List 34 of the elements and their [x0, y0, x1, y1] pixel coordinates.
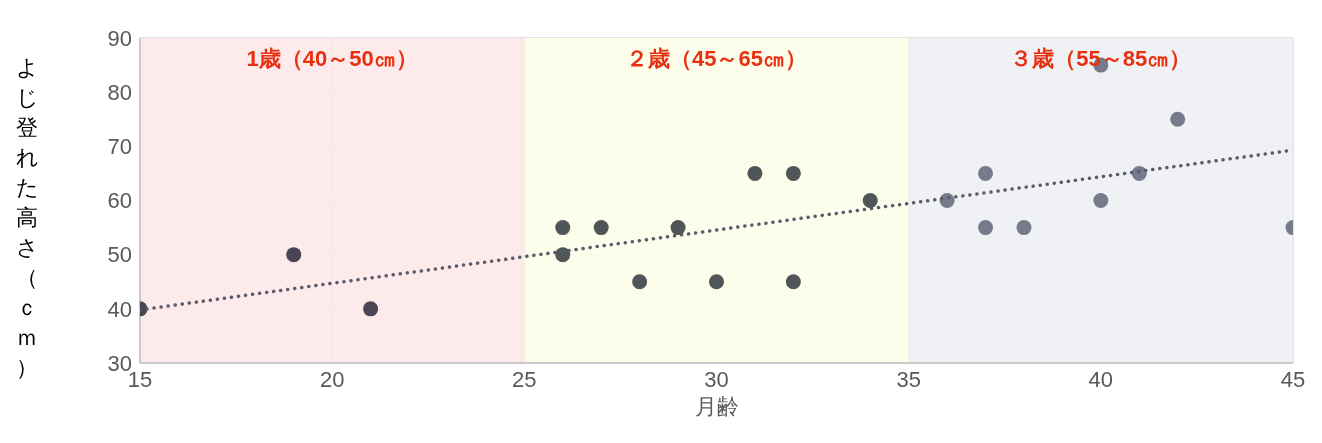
point: [747, 165, 763, 181]
y-tick-label: 60: [107, 188, 132, 214]
x-axis-title: 月齢: [694, 393, 739, 419]
y-tick-label: 90: [107, 25, 132, 51]
point: [1170, 111, 1186, 127]
x-tick-label: 25: [512, 366, 537, 392]
point: [978, 165, 994, 181]
point: [555, 220, 571, 236]
point: [1093, 193, 1109, 208]
y-tick-label: 50: [107, 242, 132, 268]
x-tick-label: 20: [319, 366, 345, 392]
point: [670, 220, 686, 236]
point: [709, 274, 724, 290]
point: [785, 274, 801, 290]
x-tick-label: 40: [1088, 366, 1114, 392]
point: [632, 274, 648, 290]
y-tick-label: 40: [107, 296, 132, 322]
band-label: ２歳（45～65㎝）: [626, 45, 807, 71]
band-label: ３歳（55～85㎝）: [1010, 45, 1192, 71]
y-tick-label: 80: [107, 79, 132, 105]
point: [862, 193, 878, 208]
point: [363, 301, 379, 317]
point: [1016, 220, 1032, 236]
x-tick-label: 30: [704, 366, 729, 392]
y-tick-label: 70: [107, 134, 132, 160]
band-label: 1歳（40～50㎝）: [246, 45, 418, 71]
point: [286, 247, 302, 263]
point: [593, 220, 609, 236]
x-tick-label: 45: [1280, 366, 1306, 392]
point: [555, 247, 571, 263]
x-tick-label: 35: [896, 366, 921, 392]
point: [978, 220, 994, 236]
point: [785, 165, 801, 181]
text: よじ登れた高さ（ｃｍ）: [15, 55, 39, 380]
